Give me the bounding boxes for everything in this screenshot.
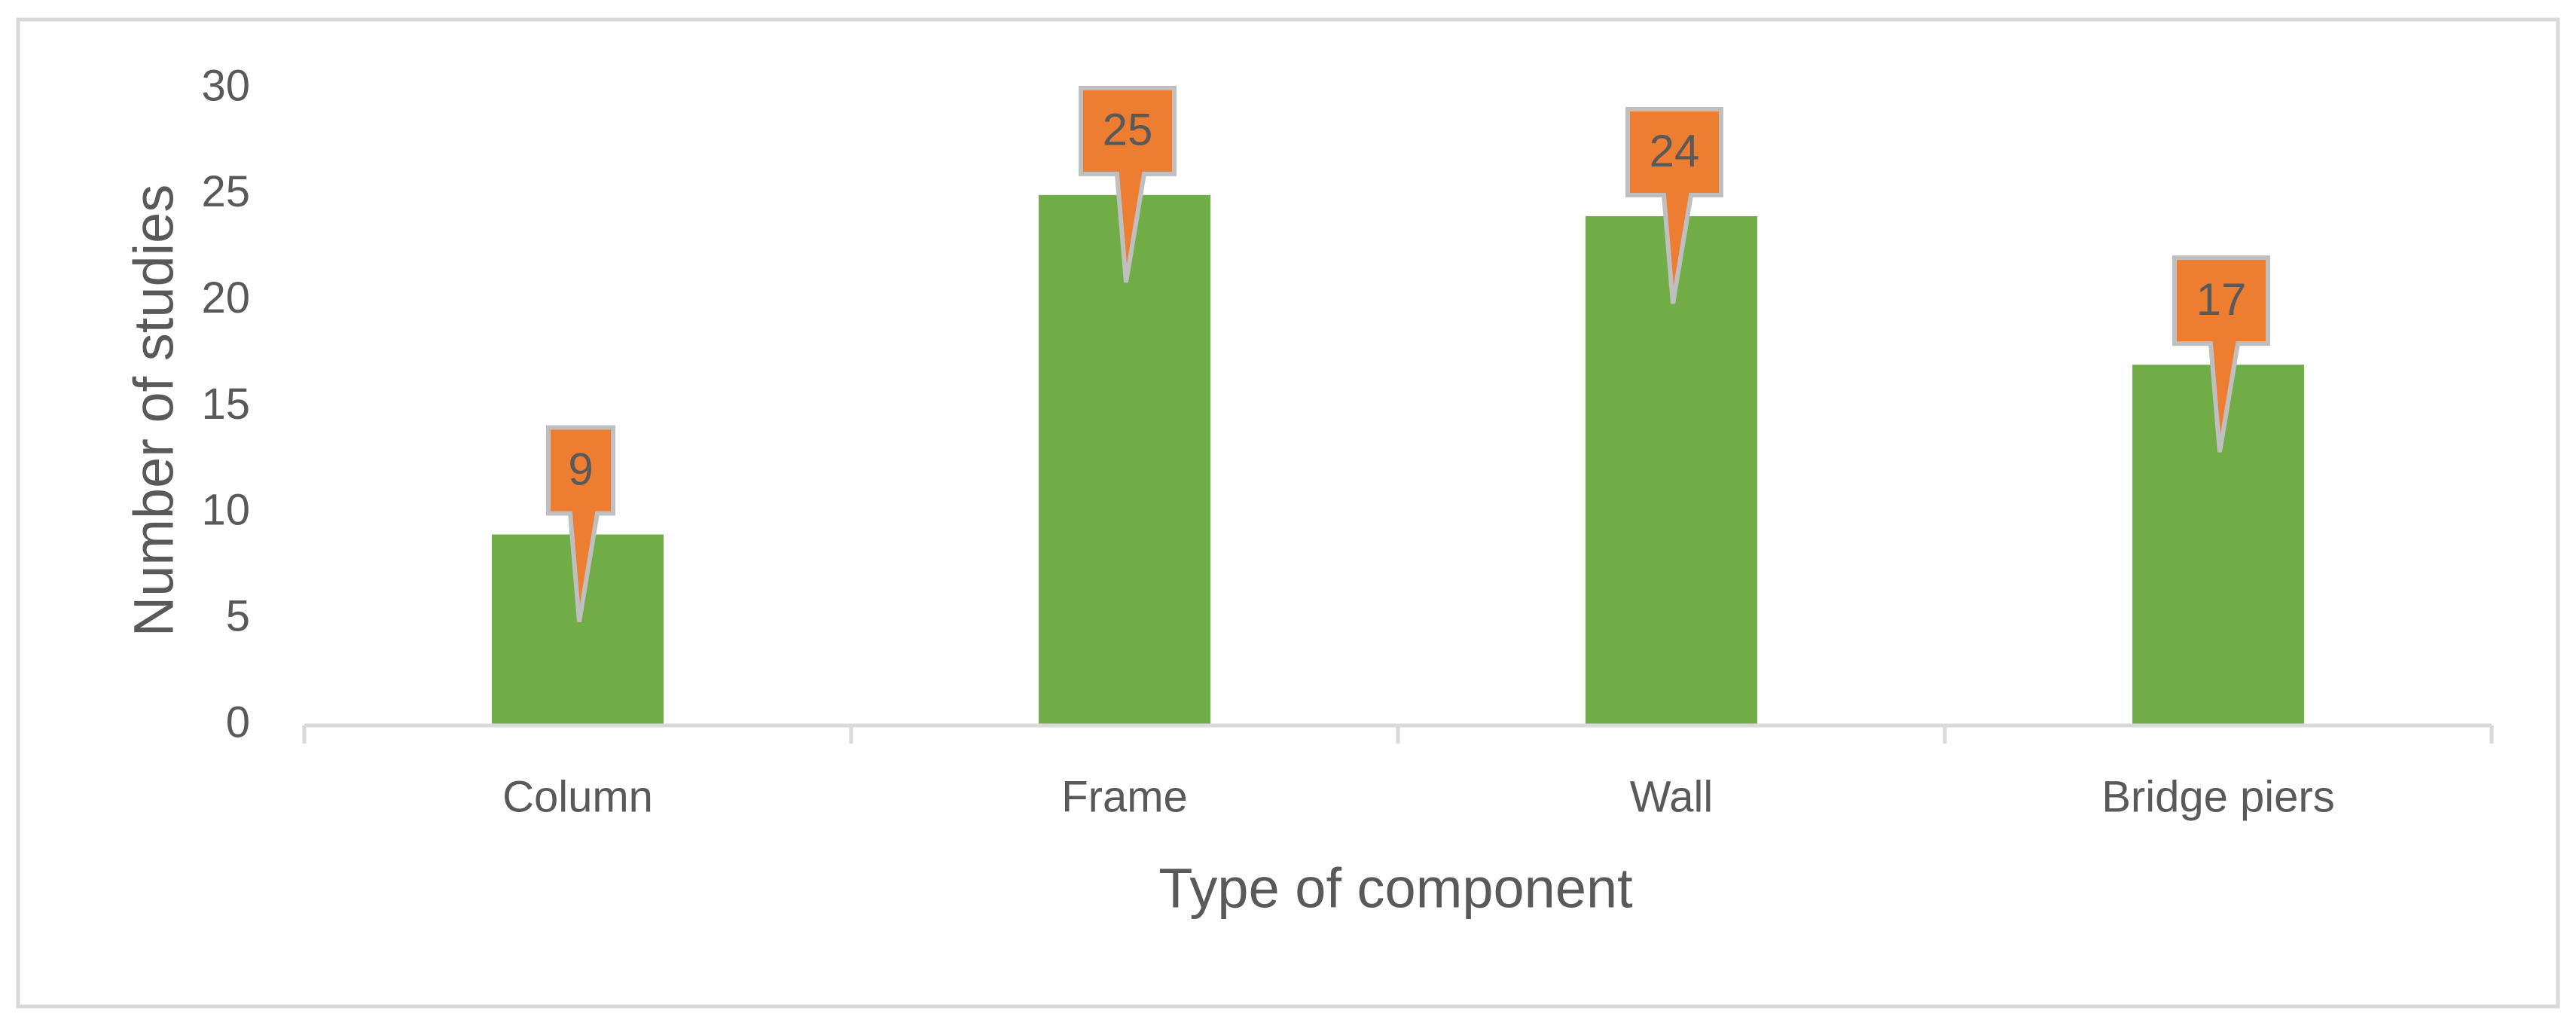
y-tick-label: 25	[201, 167, 250, 216]
data-label: 17	[2196, 274, 2247, 325]
y-tick-label: 0	[226, 698, 250, 747]
data-label: 25	[1103, 105, 1153, 155]
y-axis-title: Number of studies	[123, 185, 185, 637]
y-axis-ticks: 0 5 10 15 20 25 30	[201, 61, 250, 747]
bar-frame	[1039, 194, 1210, 725]
y-tick-label: 5	[226, 591, 250, 640]
y-tick-label: 10	[201, 486, 250, 535]
y-tick-label: 15	[201, 380, 250, 429]
y-tick-label: 30	[201, 61, 250, 110]
data-label: 24	[1650, 126, 1700, 176]
x-tick-label: Frame	[1061, 772, 1188, 821]
data-label-callout	[1625, 107, 1723, 304]
x-axis-title: Type of component	[1158, 857, 1633, 920]
x-tick-label: Bridge piers	[2101, 772, 2334, 821]
y-tick-label: 20	[201, 273, 250, 322]
x-axis: Column Frame Wall Bridge piers	[302, 723, 2494, 821]
data-label: 9	[568, 444, 593, 494]
x-tick-label: Column	[502, 772, 653, 821]
x-tick-label: Wall	[1630, 772, 1714, 821]
data-label-callout	[1079, 85, 1177, 283]
data-label-callout	[2172, 255, 2270, 453]
data-labels: 9 25 24 17	[546, 85, 2270, 622]
data-label-callout	[546, 425, 615, 622]
